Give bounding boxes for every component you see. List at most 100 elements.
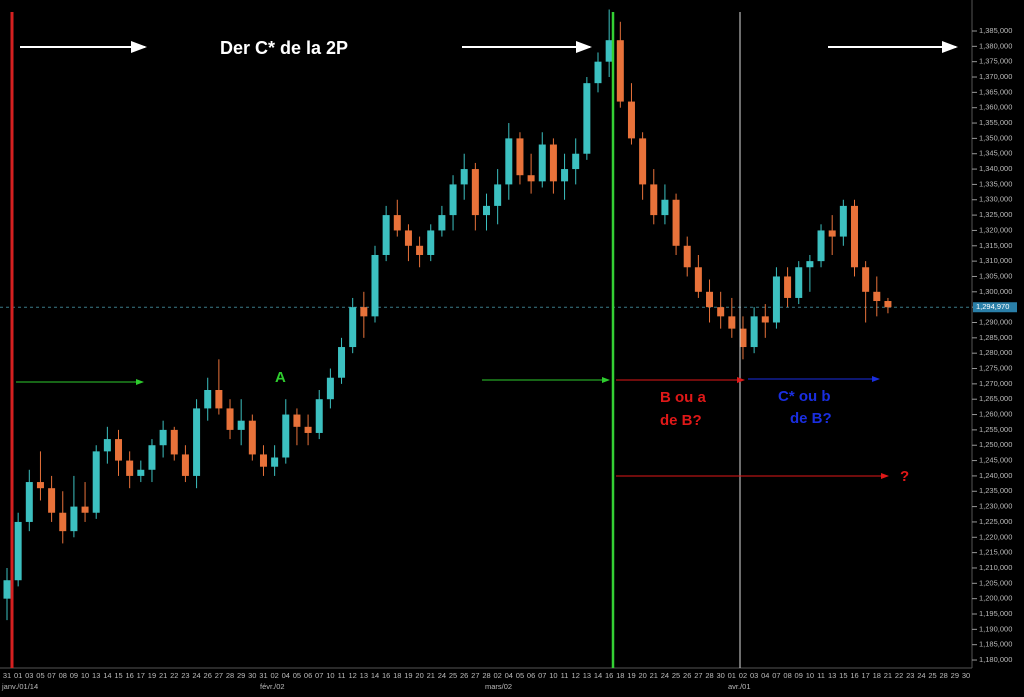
annotation: A	[275, 369, 286, 386]
y-tick-label: 1,185,000	[979, 640, 1012, 649]
candle-body	[416, 245, 424, 255]
candle-body	[549, 144, 557, 182]
candle-body	[315, 399, 323, 433]
plot	[0, 9, 972, 621]
x-tick-label: 14	[594, 671, 602, 680]
x-tick-label: 08	[783, 671, 791, 680]
candle-body	[471, 169, 479, 216]
x-tick-label: 07	[315, 671, 323, 680]
x-tick-label: 18	[393, 671, 401, 680]
candle-body	[605, 40, 613, 62]
x-tick-label: 18	[873, 671, 881, 680]
annotation: ?	[900, 468, 909, 485]
x-tick-label: 08	[59, 671, 67, 680]
candle-body	[806, 261, 814, 268]
candle-body	[48, 488, 56, 513]
x-tick-label: 29	[237, 671, 245, 680]
x-tick-label: 12	[349, 671, 357, 680]
candle-body	[561, 169, 569, 182]
candle-body	[259, 454, 267, 467]
candle-body	[226, 408, 234, 430]
candle-body	[438, 215, 446, 231]
x-tick-label: 25	[672, 671, 680, 680]
x-tick-label: 03	[25, 671, 33, 680]
candle-body	[170, 429, 178, 455]
x-tick-label: 02	[739, 671, 747, 680]
y-tick-label: 1,340,000	[979, 164, 1012, 173]
x-tick-label: 18	[616, 671, 624, 680]
y-tick-label: 1,365,000	[979, 87, 1012, 96]
x-tick-label: 19	[148, 671, 156, 680]
y-tick-label: 1,280,000	[979, 348, 1012, 357]
x-tick-label: 11	[561, 671, 569, 680]
candle-body	[873, 291, 881, 302]
candle-body	[538, 144, 546, 182]
candle-body	[126, 460, 134, 476]
candle-body	[739, 328, 747, 348]
candle-body	[237, 420, 245, 430]
x-tick-label: 28	[705, 671, 713, 680]
candle-body	[70, 506, 78, 532]
candle-body	[215, 389, 223, 409]
y-tick-label: 1,195,000	[979, 609, 1012, 618]
candle-body	[817, 230, 825, 262]
candle-body	[862, 267, 870, 292]
x-tick-label: 25	[928, 671, 936, 680]
x-tick-label: 13	[583, 671, 591, 680]
month-label: mars/02	[485, 682, 512, 691]
x-tick-label: 26	[204, 671, 212, 680]
y-tick-label: 1,235,000	[979, 486, 1012, 495]
y-tick-label: 1,355,000	[979, 118, 1012, 127]
y-tick-label: 1,215,000	[979, 548, 1012, 557]
candle-body	[349, 307, 357, 348]
candle-body	[204, 389, 212, 409]
x-tick-label: 29	[951, 671, 959, 680]
x-tick-label: 16	[382, 671, 390, 680]
x-tick-label: 10	[549, 671, 557, 680]
month-label: janv./01/14	[1, 682, 38, 691]
candle-body	[148, 445, 156, 470]
y-tick-label: 1,300,000	[979, 287, 1012, 296]
candle-body	[694, 267, 702, 292]
x-tick-label: 11	[338, 671, 346, 680]
y-tick-label: 1,270,000	[979, 379, 1012, 388]
candle-body	[115, 439, 123, 461]
x-tick-label: 06	[304, 671, 312, 680]
x-tick-label: 16	[605, 671, 613, 680]
x-tick-label: 15	[114, 671, 122, 680]
x-tick-label: 28	[482, 671, 490, 680]
candle-body	[59, 512, 67, 532]
y-tick-label: 1,345,000	[979, 149, 1012, 158]
candle-body	[594, 61, 602, 84]
candle-body	[884, 301, 892, 308]
candle-body	[382, 215, 390, 255]
x-tick-label: 04	[505, 671, 513, 680]
annotation: B ou a	[660, 389, 706, 406]
candle-body	[181, 454, 189, 476]
y-tick-label: 1,320,000	[979, 225, 1012, 234]
x-tick-label: 30	[962, 671, 970, 680]
x-tick-label: 01	[14, 671, 22, 680]
x-tick-label: 31	[259, 671, 267, 680]
month-label: févr./02	[260, 682, 285, 691]
x-tick-label: 24	[438, 671, 446, 680]
x-tick-label: 07	[772, 671, 780, 680]
candle-body	[3, 580, 11, 599]
y-tick-label: 1,380,000	[979, 41, 1012, 50]
candle-body	[137, 469, 145, 476]
candle-body	[505, 138, 513, 185]
x-tick-label: 04	[282, 671, 290, 680]
x-tick-label: 10	[81, 671, 89, 680]
x-tick-label: 01	[728, 671, 736, 680]
candle-body	[36, 482, 44, 489]
x-tick-label: 23	[906, 671, 914, 680]
x-tick-label: 22	[170, 671, 178, 680]
candle-body	[761, 316, 769, 323]
x-tick-label: 21	[427, 671, 435, 680]
y-tick-label: 1,275,000	[979, 364, 1012, 373]
x-tick-label: 21	[159, 671, 167, 680]
x-tick-label: 11	[817, 671, 825, 680]
